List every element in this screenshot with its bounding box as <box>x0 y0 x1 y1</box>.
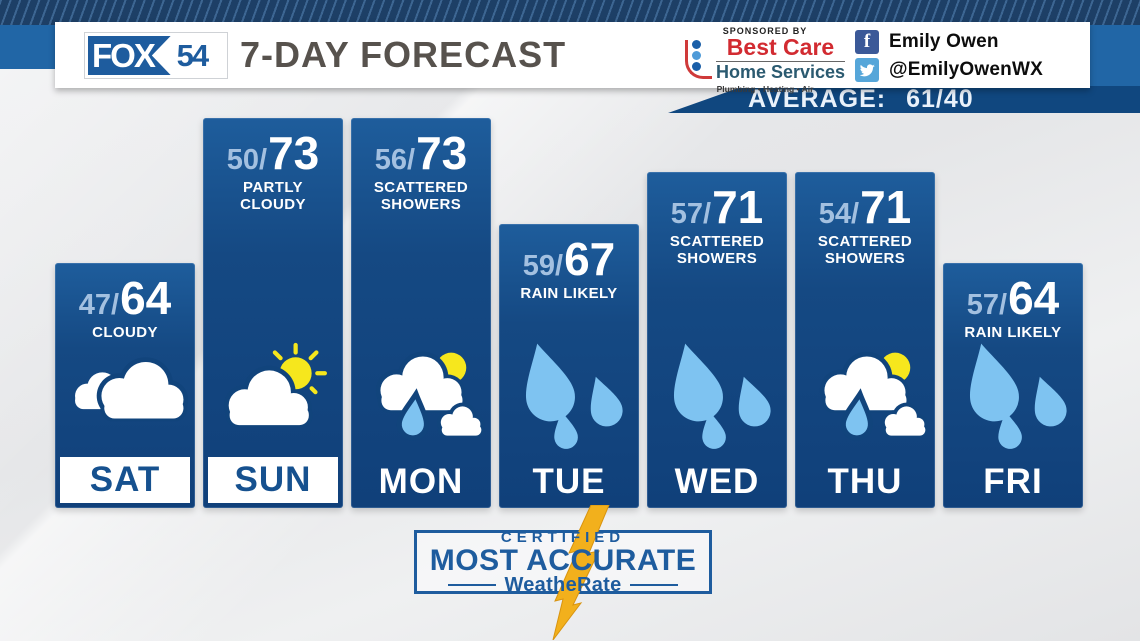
facebook-icon: f <box>855 30 879 54</box>
lightning-bolt-icon <box>552 505 610 640</box>
day-label: SUN <box>208 457 338 503</box>
social-block: f Emily Owen @EmilyOwenWX <box>855 30 1085 82</box>
forecast-column-wed: 57/71 SCATTERED SHOWERS WED <box>647 172 787 508</box>
low-temp: 50 <box>226 144 260 176</box>
rain-drops-icon <box>499 338 639 456</box>
sponsor-tagline: Plumbing • Heating • Air <box>716 83 814 94</box>
high-temp: 64 <box>1008 272 1060 324</box>
temps: 57/64 <box>943 263 1083 321</box>
twitter-icon <box>855 58 879 82</box>
forecast-column-sat: 47/64 CLOUDY SAT <box>55 263 195 508</box>
sponsor-name-2: Home Services <box>715 62 846 82</box>
facebook-handle: Emily Owen <box>889 31 999 52</box>
average-bar: AVERAGE: 61/40 <box>668 86 1140 113</box>
page-title: 7-DAY FORECAST <box>240 34 567 75</box>
cloudy-icon <box>55 338 195 456</box>
high-temp: 71 <box>712 181 764 233</box>
day-label-text: SAT <box>89 460 161 499</box>
certification-content: CERTIFIED MOST ACCURATE WeatheRate <box>414 529 712 596</box>
fox54-logo: FOX 54 <box>85 33 227 78</box>
forecast-column-fri: 57/64 RAIN LIKELY FRI <box>943 263 1083 508</box>
temps: 56/73 <box>351 118 491 176</box>
temp-separator: / <box>703 198 712 230</box>
average-value: 61/40 <box>906 85 974 113</box>
day-label: THU <box>795 456 935 508</box>
header-banner: FOX 54 7-DAY FORECAST SPONSORED BY Best … <box>55 22 1090 94</box>
temp-separator: / <box>259 144 268 176</box>
forecast-column-mon: 56/73 SCATTERED SHOWERS MON <box>351 118 491 508</box>
sponsor-name: Best Care <box>715 36 846 62</box>
low-temp: 56 <box>374 144 408 176</box>
day-label: FRI <box>943 456 1083 508</box>
temps: 50/73 <box>203 118 343 176</box>
temp-separator: / <box>555 250 564 282</box>
sponsored-by-label: SPONSORED BY <box>722 26 808 36</box>
day-label-text: MON <box>378 462 464 501</box>
temps: 57/71 <box>647 172 787 230</box>
certified-label: CERTIFIED <box>500 529 626 546</box>
sun-cloud-rain-icon <box>351 338 491 456</box>
most-accurate-label: MOST ACCURATE <box>429 544 697 577</box>
brand-rule-right <box>629 584 678 586</box>
twitter-row: @EmilyOwenWX <box>855 58 1085 82</box>
temps: 59/67 <box>499 224 639 282</box>
forecast-column-tue: 59/67 RAIN LIKELY TUE <box>499 224 639 508</box>
high-temp: 71 <box>860 181 912 233</box>
day-label-text: THU <box>827 462 903 501</box>
temp-separator: / <box>999 289 1008 321</box>
condition-label: SCATTERED SHOWERS <box>373 179 469 214</box>
sponsor-shield-icon <box>684 39 712 79</box>
forecast-column-sun: 50/73 PARTLY CLOUDY SUN <box>203 118 343 508</box>
facebook-row: f Emily Owen <box>855 30 1085 54</box>
condition-label: RAIN LIKELY <box>520 285 618 302</box>
temps: 54/71 <box>795 172 935 230</box>
partly-cloudy-icon <box>203 338 343 456</box>
day-label: TUE <box>499 456 639 508</box>
fox54-logo-tag: 54 <box>151 36 224 75</box>
top-hatched-stripe <box>0 0 1140 25</box>
low-temp: 54 <box>818 198 852 230</box>
condition-label: PARTLY CLOUDY <box>240 179 306 214</box>
rain-drops-icon <box>647 338 787 456</box>
temp-separator: / <box>407 144 416 176</box>
fox54-logo-fox: FOX <box>92 37 156 74</box>
condition-label: RAIN LIKELY <box>964 324 1062 341</box>
day-label-text: WED <box>674 462 760 501</box>
day-label: WED <box>647 456 787 508</box>
weatherate-certification: CERTIFIED MOST ACCURATE WeatheRate <box>408 505 718 640</box>
temp-separator: / <box>851 198 860 230</box>
twitter-handle: @EmilyOwenWX <box>889 59 1043 80</box>
high-temp: 64 <box>120 272 172 324</box>
temp-separator: / <box>111 289 120 321</box>
low-temp: 57 <box>670 198 704 230</box>
sun-cloud-rain-icon <box>795 338 935 456</box>
brand-rule-left <box>448 584 497 586</box>
forecast-column-thu: 54/71 SCATTERED SHOWERS THU <box>795 172 935 508</box>
condition-label: SCATTERED SHOWERS <box>669 233 765 268</box>
low-temp: 59 <box>522 250 556 282</box>
high-temp: 73 <box>416 127 468 179</box>
condition-label: CLOUDY <box>92 324 158 341</box>
day-label: MON <box>351 456 491 508</box>
day-label-text: TUE <box>532 462 606 501</box>
day-label: SAT <box>60 457 190 503</box>
average-label: AVERAGE: <box>748 85 887 113</box>
day-label-text: SUN <box>234 460 312 499</box>
fox54-logo-num: 54 <box>176 38 210 73</box>
high-temp: 67 <box>564 233 616 285</box>
condition-label: SCATTERED SHOWERS <box>817 233 913 268</box>
rain-drops-icon <box>943 338 1083 456</box>
temps: 47/64 <box>55 263 195 321</box>
low-temp: 57 <box>966 289 1000 321</box>
day-label-text: FRI <box>983 462 1043 501</box>
high-temp: 73 <box>268 127 320 179</box>
sponsor-block: SPONSORED BY Best Care Home Services Plu… <box>665 26 865 94</box>
low-temp: 47 <box>78 289 112 321</box>
weatherate-brand: WeatheRate <box>504 574 622 596</box>
